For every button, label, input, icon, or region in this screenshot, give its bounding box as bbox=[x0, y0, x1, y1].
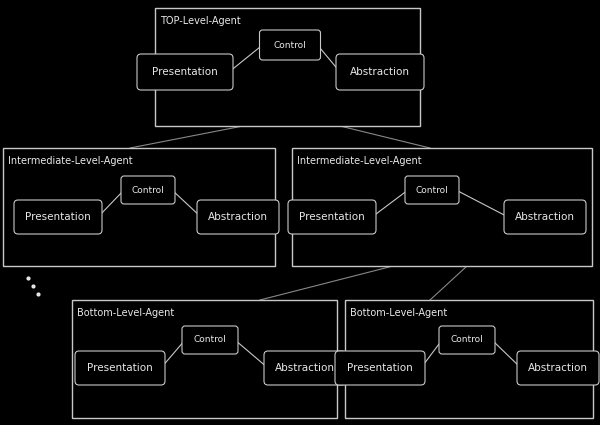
Text: Presentation: Presentation bbox=[25, 212, 91, 222]
Text: Bottom-Level-Agent: Bottom-Level-Agent bbox=[77, 308, 174, 318]
Text: Presentation: Presentation bbox=[152, 67, 218, 77]
FancyBboxPatch shape bbox=[264, 351, 346, 385]
FancyBboxPatch shape bbox=[197, 200, 279, 234]
FancyBboxPatch shape bbox=[14, 200, 102, 234]
FancyBboxPatch shape bbox=[121, 176, 175, 204]
Text: Abstraction: Abstraction bbox=[350, 67, 410, 77]
Text: Bottom-Level-Agent: Bottom-Level-Agent bbox=[350, 308, 447, 318]
Text: Abstraction: Abstraction bbox=[528, 363, 588, 373]
Text: Presentation: Presentation bbox=[347, 363, 413, 373]
Text: Intermediate-Level-Agent: Intermediate-Level-Agent bbox=[297, 156, 422, 166]
FancyBboxPatch shape bbox=[3, 148, 275, 266]
Text: Presentation: Presentation bbox=[87, 363, 153, 373]
FancyBboxPatch shape bbox=[517, 351, 599, 385]
FancyBboxPatch shape bbox=[260, 30, 320, 60]
FancyBboxPatch shape bbox=[75, 351, 165, 385]
FancyBboxPatch shape bbox=[335, 351, 425, 385]
Text: Control: Control bbox=[131, 185, 164, 195]
FancyBboxPatch shape bbox=[336, 54, 424, 90]
FancyBboxPatch shape bbox=[137, 54, 233, 90]
Text: TOP-Level-Agent: TOP-Level-Agent bbox=[160, 16, 241, 26]
FancyBboxPatch shape bbox=[405, 176, 459, 204]
FancyBboxPatch shape bbox=[439, 326, 495, 354]
FancyBboxPatch shape bbox=[292, 148, 592, 266]
Text: Presentation: Presentation bbox=[299, 212, 365, 222]
Text: Abstraction: Abstraction bbox=[208, 212, 268, 222]
FancyBboxPatch shape bbox=[155, 8, 420, 126]
Text: Intermediate-Level-Agent: Intermediate-Level-Agent bbox=[8, 156, 133, 166]
FancyBboxPatch shape bbox=[288, 200, 376, 234]
FancyBboxPatch shape bbox=[72, 300, 337, 418]
Text: Control: Control bbox=[416, 185, 448, 195]
FancyBboxPatch shape bbox=[504, 200, 586, 234]
Text: Control: Control bbox=[274, 40, 307, 49]
FancyBboxPatch shape bbox=[345, 300, 593, 418]
Text: Control: Control bbox=[451, 335, 484, 345]
Text: Abstraction: Abstraction bbox=[275, 363, 335, 373]
Text: Abstraction: Abstraction bbox=[515, 212, 575, 222]
Text: Control: Control bbox=[194, 335, 226, 345]
FancyBboxPatch shape bbox=[182, 326, 238, 354]
